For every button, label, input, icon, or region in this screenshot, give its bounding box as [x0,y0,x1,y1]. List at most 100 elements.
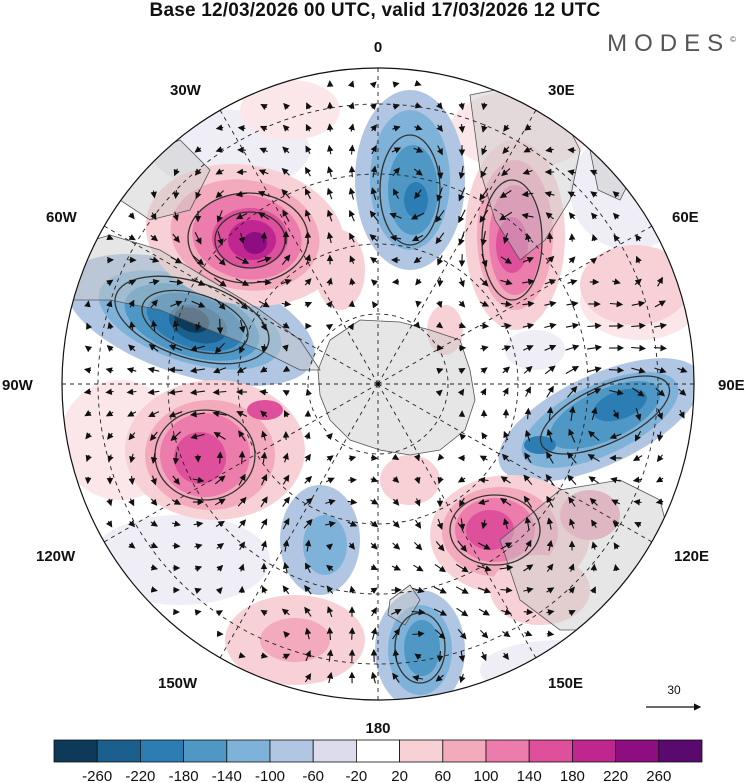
wind-arrow [413,168,423,176]
wind-arrow [282,124,290,132]
wind-arrow [545,146,554,153]
wind-arrow [238,563,245,572]
wind-arrow [544,344,557,351]
colorbar-swatch [528,739,573,763]
wind-arrow [587,454,600,462]
wind-arrow [635,408,642,421]
wind-arrow [172,542,181,550]
wind-arrow [613,234,621,242]
wind-arrow [589,586,596,594]
wind-arrow [414,653,422,660]
colorbar-tick-label: -220 [125,768,155,783]
wind-arrow [568,428,576,443]
wind-arrow [214,254,226,266]
wind-arrow [591,233,598,242]
wind-arrow [522,168,533,175]
wind-arrow [392,672,400,683]
wind-arrow [326,564,334,572]
wind-arrow [435,674,444,682]
lon-label-90e: 90E [718,377,745,394]
wind-arrow [435,541,445,552]
wind-arrow [212,388,227,396]
wind-arrow [215,124,224,131]
wind-arrow [150,320,158,331]
wind-arrow [370,476,379,483]
wind-arrow [523,564,534,572]
wind-arrow [150,498,158,506]
wind-arrow [415,300,422,308]
wind-arrow [436,145,443,156]
wind-arrow [459,497,466,507]
wind-arrow [587,322,602,330]
wind-arrow [304,650,311,662]
wind-arrow [215,190,224,199]
wind-arrow [458,367,466,375]
wind-arrow [238,319,246,333]
wind-arrow [480,388,487,396]
wind-arrow [192,476,205,484]
wind-arrow [217,231,224,246]
wind-arrow [390,609,402,616]
colorbar-swatch [399,739,444,763]
wind-arrow [480,367,488,374]
wind-arrow [235,256,250,264]
wind-arrow [84,345,93,353]
wind-arrow [172,475,180,485]
wind-arrow [370,165,378,178]
wind-arrow [590,212,598,220]
wind-arrow [128,520,136,528]
colorbar-ticks: -260 -220 -180 -140 -100 -60 -20 20 60 100 140 180 2… [82,768,671,783]
colorbar-swatch [183,739,228,763]
wind-arrow [478,476,489,484]
wind-arrow [500,497,512,506]
wind-arrow [194,168,202,176]
wind-arrow [389,212,402,219]
wind-arrow [546,587,555,594]
lon-label-90w: 90W [2,377,34,394]
wind-arrow [369,234,379,242]
wind-arrow [591,519,598,528]
wind-arrow [83,388,92,395]
wind-arrow [545,212,554,220]
wind-arrow [411,234,424,242]
wind-arrow [677,366,688,373]
wind-arrow [304,475,313,484]
wind-arrow [546,539,554,552]
wind-arrow [501,322,512,330]
wind-arrow [568,256,576,264]
wind-arrow [371,301,379,309]
wind-arrow [282,539,290,552]
wind-arrow [128,432,136,441]
wind-arrow [414,79,422,87]
wind-arrow [325,477,335,484]
wind-arrow [501,168,511,177]
wind-arrow [326,277,333,286]
chart-title: Base 12/03/2026 00 UTC, valid 17/03/2026… [149,0,601,21]
wind-arrow [347,520,358,527]
wind-arrow [216,210,223,223]
wind-arrow [392,542,401,550]
wind-arrow [326,606,334,618]
wind-arrow [238,430,246,442]
wind-arrow [565,344,580,351]
wind-arrow [348,144,356,155]
wind-arrow [169,278,184,286]
wind-arrow [480,345,489,352]
wind-arrow [260,410,268,418]
wind-arrow [523,586,534,594]
wind-arrow [567,474,577,485]
wind-arrow [477,565,492,572]
wind-arrow [238,652,246,659]
colorbar-tick-label: -260 [82,768,112,783]
wind-arrow [214,498,226,506]
wind-arrow [436,300,443,309]
reference-vector-label: 30 [667,683,681,697]
wind-arrow [194,146,202,153]
wind-arrow [150,475,157,486]
wind-arrow [479,300,490,307]
wind-arrow [215,610,224,617]
wind-arrow [565,365,580,374]
wind-arrow [631,322,646,330]
wind-arrow [194,565,203,572]
